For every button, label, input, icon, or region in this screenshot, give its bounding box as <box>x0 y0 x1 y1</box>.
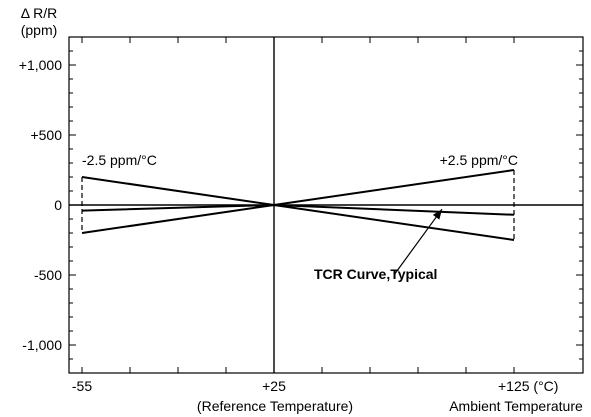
y-tick-label: -500 <box>34 267 62 283</box>
x-tick-label: +125 (°C) <box>498 378 558 394</box>
x-tick-label: -55 <box>72 378 92 394</box>
y-tick-label: +500 <box>30 127 62 143</box>
series-line-1 <box>81 169 515 234</box>
series-line-3 <box>81 203 515 216</box>
ambient-temperature-label: Ambient Temperature <box>449 398 583 414</box>
typical-arrow-line <box>393 208 443 276</box>
y-tick-label: -1,000 <box>22 337 62 353</box>
label-layer: Δ R/R (ppm) (Reference Temperature) Ambi… <box>19 5 583 414</box>
y-tick-label: +1,000 <box>19 57 62 73</box>
tcr-typical-label: TCR Curve,Typical <box>314 266 437 282</box>
x-tick-label: +25 <box>262 378 286 394</box>
y-tick-label: 0 <box>54 197 62 213</box>
y-axis-label-line2: (ppm) <box>21 22 58 38</box>
typical-arrow-head <box>432 209 442 220</box>
left-slope-label: -2.5 ppm/°C <box>82 152 157 168</box>
right-slope-label: +2.5 ppm/°C <box>440 152 518 168</box>
axis-layer <box>68 36 584 374</box>
y-axis-label-line1: Δ R/R <box>21 5 58 21</box>
reference-temperature-label: (Reference Temperature) <box>197 398 353 414</box>
series-layer <box>81 169 515 276</box>
